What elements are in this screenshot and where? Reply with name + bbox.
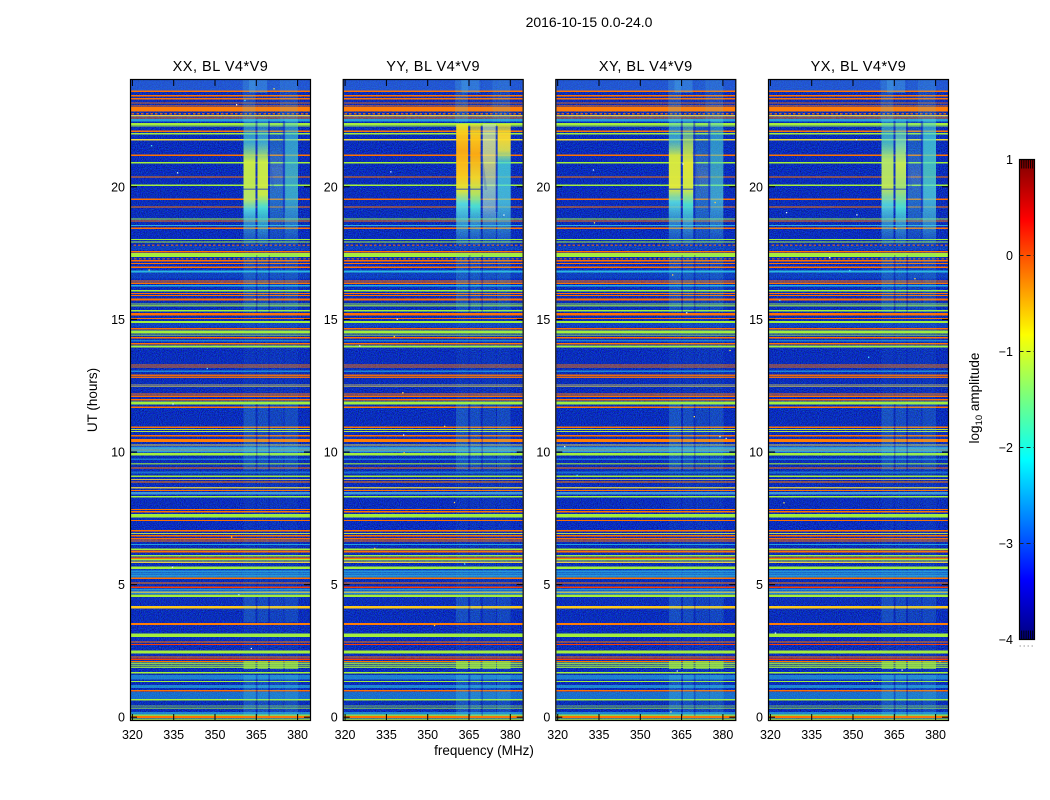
svg-text:320: 320 [547, 728, 568, 742]
svg-text:380: 380 [712, 728, 733, 742]
svg-text:350: 350 [843, 728, 864, 742]
svg-text:0: 0 [1006, 249, 1013, 263]
svg-text:20: 20 [324, 180, 338, 194]
svg-text:20: 20 [111, 180, 125, 194]
svg-text:0: 0 [331, 711, 338, 725]
svg-text:20: 20 [749, 180, 763, 194]
svg-text:5: 5 [543, 578, 550, 592]
svg-text:365: 365 [884, 728, 905, 742]
svg-text:0: 0 [756, 711, 763, 725]
svg-text:380: 380 [925, 728, 946, 742]
svg-text:XY, BL V4*V9: XY, BL V4*V9 [599, 59, 693, 75]
svg-text:380: 380 [500, 728, 521, 742]
svg-text:YY, BL V4*V9: YY, BL V4*V9 [386, 59, 480, 75]
svg-text:320: 320 [760, 728, 781, 742]
svg-text:365: 365 [671, 728, 692, 742]
svg-text:10: 10 [536, 446, 550, 460]
svg-text:335: 335 [163, 728, 184, 742]
svg-text:350: 350 [630, 728, 651, 742]
svg-text:15: 15 [111, 313, 125, 327]
svg-text:0: 0 [543, 711, 550, 725]
svg-text:0: 0 [118, 711, 125, 725]
svg-text:−4: −4 [999, 633, 1013, 647]
svg-text:1: 1 [1006, 153, 1013, 167]
svg-text:−1: −1 [999, 345, 1013, 359]
svg-text:−2: −2 [999, 441, 1013, 455]
svg-text:UT (hours): UT (hours) [85, 368, 100, 432]
svg-text:10: 10 [324, 446, 338, 460]
svg-text:335: 335 [801, 728, 822, 742]
svg-text:380: 380 [287, 728, 308, 742]
svg-text:15: 15 [536, 313, 550, 327]
svg-text:15: 15 [324, 313, 338, 327]
svg-text:XX, BL V4*V9: XX, BL V4*V9 [173, 59, 269, 75]
svg-text:365: 365 [459, 728, 480, 742]
svg-text:365: 365 [246, 728, 267, 742]
svg-text:YX, BL V4*V9: YX, BL V4*V9 [811, 59, 907, 75]
svg-text:10: 10 [111, 446, 125, 460]
svg-text:15: 15 [749, 313, 763, 327]
svg-text:5: 5 [756, 578, 763, 592]
svg-text:335: 335 [589, 728, 610, 742]
svg-text:5: 5 [118, 578, 125, 592]
svg-text:2016-10-15 0.0-24.0: 2016-10-15 0.0-24.0 [526, 14, 653, 30]
svg-text:10: 10 [749, 446, 763, 460]
svg-text:5: 5 [331, 578, 338, 592]
svg-text:350: 350 [417, 728, 438, 742]
svg-text:frequency (MHz): frequency (MHz) [434, 743, 534, 758]
svg-text:20: 20 [536, 180, 550, 194]
svg-text:335: 335 [376, 728, 397, 742]
svg-text:320: 320 [122, 728, 143, 742]
svg-text:350: 350 [205, 728, 226, 742]
svg-text:−3: −3 [999, 537, 1013, 551]
svg-text:320: 320 [335, 728, 356, 742]
